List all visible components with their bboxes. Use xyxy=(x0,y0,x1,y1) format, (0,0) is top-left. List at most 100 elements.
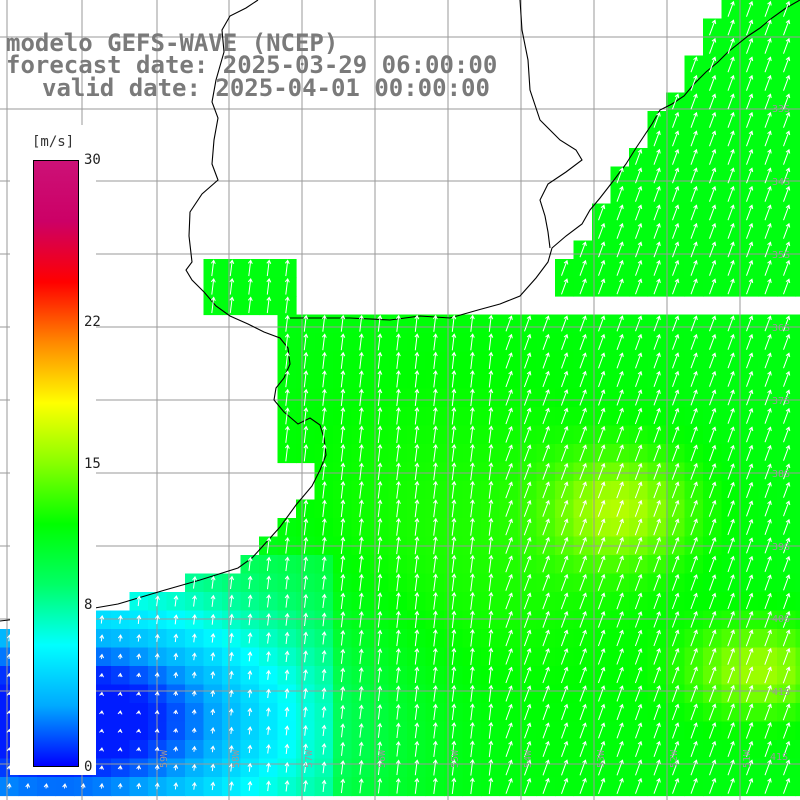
wind-arrow xyxy=(560,629,569,647)
wind-arrow xyxy=(136,691,141,697)
wind-arrow xyxy=(782,666,791,684)
wind-arrow xyxy=(727,352,735,369)
wind-arrow xyxy=(469,703,475,721)
wind-arrow xyxy=(523,685,532,702)
wind-arrow xyxy=(451,666,457,684)
wind-arrow xyxy=(597,611,606,628)
wind-arrow xyxy=(653,722,661,739)
wind-arrow xyxy=(579,389,587,406)
wind-arrow xyxy=(542,333,550,350)
wind-arrow xyxy=(764,537,772,554)
wind-arrow xyxy=(690,185,698,202)
latitude-label: 39S xyxy=(772,542,790,553)
wind-arrow xyxy=(523,370,532,388)
wind-arrow xyxy=(672,278,680,295)
wind-arrow xyxy=(154,709,160,715)
wind-arrow xyxy=(191,690,197,697)
wind-arrow xyxy=(746,333,754,350)
wind-arrow xyxy=(764,167,772,184)
wind-arrow xyxy=(99,747,104,752)
wind-speed-cell xyxy=(795,388,800,408)
wind-arrow xyxy=(727,703,735,721)
longitude-label: 52W xyxy=(669,749,680,768)
wind-arrow xyxy=(561,352,569,369)
wind-arrow xyxy=(542,481,550,499)
wind-arrow xyxy=(284,725,290,736)
wind-arrow xyxy=(560,573,569,591)
wind-arrow xyxy=(746,740,754,757)
wind-arrow xyxy=(414,499,420,518)
wind-speed-cell xyxy=(795,0,800,20)
wind-arrow xyxy=(321,724,327,737)
wind-arrow xyxy=(505,592,513,610)
wind-arrow xyxy=(672,241,680,258)
wind-arrow xyxy=(136,672,142,678)
wind-arrow xyxy=(746,407,754,424)
wind-arrow xyxy=(99,614,105,624)
wind-arrow xyxy=(671,518,680,536)
wind-arrow xyxy=(579,611,587,628)
wind-arrow xyxy=(340,704,346,719)
wind-arrow xyxy=(396,333,401,351)
wind-speed-cell xyxy=(795,518,800,538)
wind-arrow xyxy=(303,743,308,755)
wind-arrow xyxy=(783,389,791,406)
latitude-labels: 33S 34S 35S 36S 37S 38S 39S 40S 41S 41S xyxy=(770,104,790,763)
wind-arrow xyxy=(764,130,772,147)
wind-arrow xyxy=(395,722,401,739)
wind-arrow xyxy=(321,351,327,369)
wind-arrow xyxy=(451,314,457,332)
wind-arrow xyxy=(340,555,346,573)
wind-arrow xyxy=(653,462,661,480)
wind-arrow xyxy=(672,222,680,239)
wind-arrow xyxy=(247,744,253,754)
wind-arrow xyxy=(173,782,179,790)
colorbar-tick-label: 30 xyxy=(84,152,101,168)
latitude-label: 33S xyxy=(772,104,790,115)
wind-arrow xyxy=(764,370,772,387)
wind-arrow xyxy=(727,370,735,387)
wind-arrow xyxy=(783,56,791,73)
wind-arrow xyxy=(321,649,327,663)
wind-arrow xyxy=(635,370,643,387)
wind-arrow xyxy=(634,555,643,573)
wind-arrow xyxy=(727,666,735,684)
wind-arrow xyxy=(764,666,772,684)
wind-arrow xyxy=(377,370,383,388)
wind-arrow xyxy=(635,278,643,295)
wind-arrow xyxy=(579,241,587,258)
wind-arrow xyxy=(764,518,772,535)
wind-arrow xyxy=(727,555,735,573)
wind-arrow xyxy=(783,759,791,776)
wind-arrow xyxy=(488,684,494,702)
wind-arrow xyxy=(709,370,717,387)
wind-arrow xyxy=(783,740,791,757)
wind-arrow xyxy=(505,610,513,628)
wind-arrow xyxy=(764,259,772,276)
wind-arrow xyxy=(470,554,475,573)
wind-arrow xyxy=(579,555,587,573)
wind-arrow xyxy=(488,740,494,758)
wind-arrow xyxy=(266,762,271,773)
wind-arrow xyxy=(377,778,383,794)
wind-arrow xyxy=(690,278,698,295)
wind-arrow xyxy=(266,613,271,626)
wind-arrow xyxy=(451,388,457,407)
wind-arrow xyxy=(764,426,772,443)
wind-arrow xyxy=(523,629,532,647)
wind-arrow xyxy=(783,444,791,461)
wind-arrow xyxy=(783,185,791,202)
wind-arrow xyxy=(709,407,717,424)
wind-arrow xyxy=(488,462,494,481)
wind-arrow xyxy=(488,629,494,647)
wind-arrow xyxy=(433,333,438,351)
wind-arrow xyxy=(560,666,569,684)
wind-arrow xyxy=(322,444,327,462)
wind-arrow xyxy=(783,130,791,147)
wind-arrow xyxy=(579,425,587,443)
wind-arrow xyxy=(359,407,364,425)
wind-arrow xyxy=(191,727,197,734)
wind-arrow xyxy=(672,740,680,757)
wind-arrow xyxy=(635,389,643,406)
wind-arrow xyxy=(340,481,346,499)
